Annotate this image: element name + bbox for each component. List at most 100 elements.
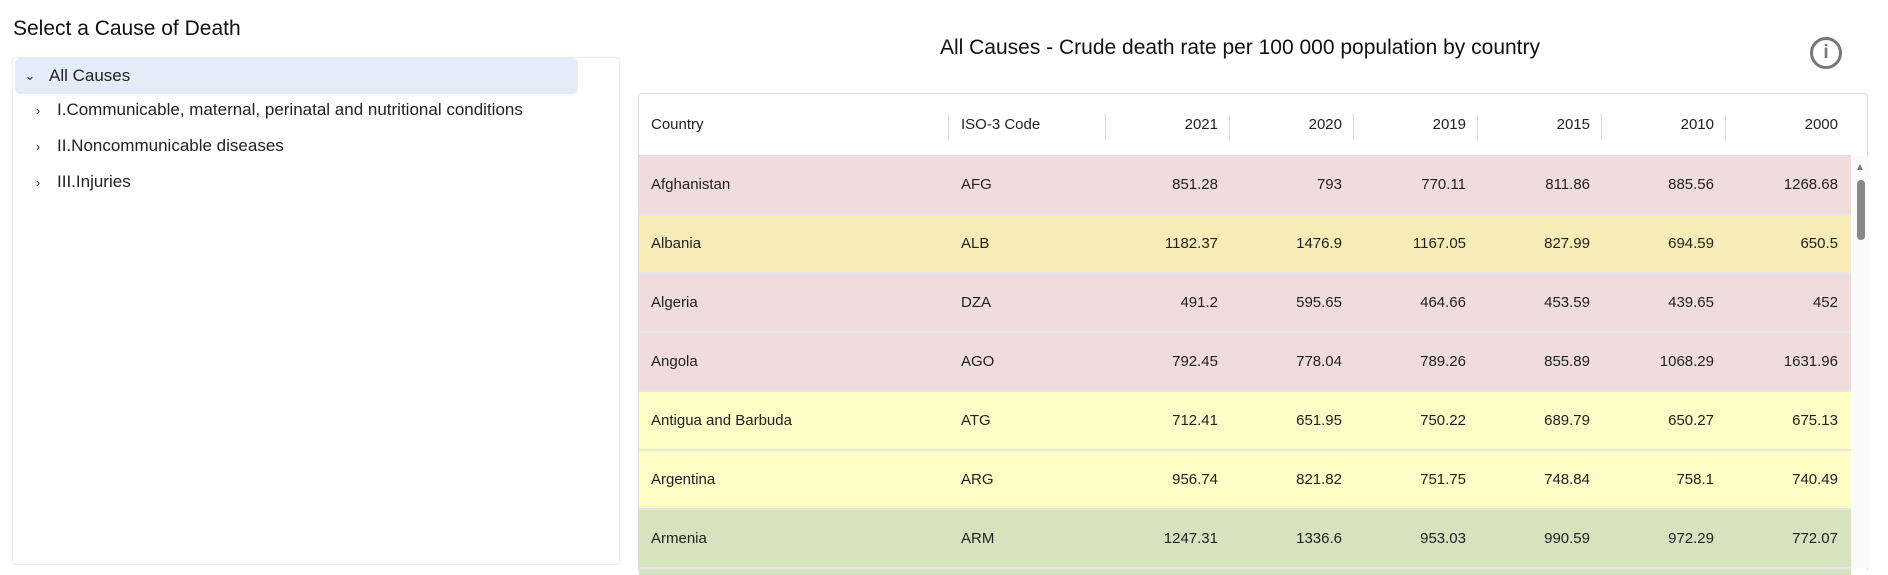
table-cell: 792.45 [1172,353,1218,370]
table-cell: ARM [961,530,995,547]
table-cell: 778.04 [1296,353,1342,370]
cause-tree: ⌄ All Causes › I.Communicable, maternal, p… [12,57,620,565]
column-header[interactable]: 2015 [1478,94,1602,155]
column-header[interactable]: 2019 [1354,94,1478,155]
table-cell: 748.84 [1544,471,1590,488]
tree-item-communicable[interactable]: › I.Communicable, maternal, perinatal and… [31,92,523,128]
table-cell: 821.82 [1296,471,1342,488]
table-cell: 650.5 [1800,235,1838,252]
table-cell: 595.65 [1296,294,1342,311]
table-cell: 956.74 [1172,471,1218,488]
table-row[interactable]: Angola AGO 792.45 778.04 789.26 855.89 1068.29… [639,333,1851,392]
table-row[interactable]: Antigua and Barbuda ATG 712.41 651.95 750.22… [639,392,1851,451]
table-cell: 491.2 [1180,294,1218,311]
table-cell: Argentina [651,471,716,488]
table-cell [1230,569,1354,575]
table-cell: 452 [1812,294,1838,311]
column-header[interactable]: 2020 [1230,94,1354,155]
table-cell: 453.59 [1544,294,1590,311]
table-body: Afghanistan AFG 851.28 793 770.11 811.86 885.5… [639,156,1851,575]
table-cell: 770.11 [1421,176,1466,193]
chevron-down-icon[interactable]: ⌄ [24,68,36,83]
table-cell: 758.1 [1676,471,1714,488]
table-cell: AGO [961,353,995,370]
table-cell: 689.79 [1544,412,1590,429]
table-cell: Armenia [651,530,707,547]
cause-selector-title: Select a Cause of Death [13,17,241,40]
table-cell [949,569,1106,575]
table-cell: 439.65 [1668,294,1714,311]
tree-item-noncommunicable[interactable]: › II.Noncommunicable diseases [31,128,284,164]
tree-item-label: II.Noncommunicable diseases [57,136,284,155]
page-title: All Causes - Crude death rate per 100 00… [939,36,1541,59]
table-cell: 1167.05 [1412,235,1466,252]
tree-item-label: III.Injuries [57,172,131,191]
table-cell: AFG [961,176,992,193]
table-cell: ATG [961,412,991,429]
table-cell: ARG [961,471,994,488]
table-cell: 789.26 [1420,353,1466,370]
tree-item-all-causes[interactable]: ⌄ All Causes [15,58,578,94]
table-cell: 811.86 [1545,176,1590,193]
table-cell [639,569,949,575]
table-cell: Afghanistan [651,176,731,193]
table-cell: 972.29 [1668,530,1714,547]
column-header[interactable]: 2000 [1804,116,1838,133]
table-cell: 464.66 [1420,294,1466,311]
table-header: Country ISO-3 Code 2021 2020 2019 2015 2010 200… [639,94,1851,156]
chevron-right-icon[interactable]: › [35,138,41,154]
column-header[interactable]: 2021 [1106,94,1230,155]
table-row[interactable]: Armenia ARM 1247.31 1336.6 953.03 990.59 972.2… [639,510,1851,569]
table-cell: 1068.29 [1659,353,1714,370]
column-header[interactable]: ISO-3 Code [949,94,1106,155]
table-cell: 1268.68 [1783,176,1838,193]
table-cell: 990.59 [1544,530,1590,547]
table-cell: 772.07 [1792,530,1838,547]
table-row[interactable]: Afghanistan AFG 851.28 793 770.11 811.86 885.5… [639,156,1851,215]
table-cell: 1476.9 [1296,235,1342,252]
table-cell: Angola [651,353,698,370]
table-cell [1354,569,1478,575]
chevron-right-icon[interactable]: › [35,102,41,118]
table-cell: 855.89 [1544,353,1590,370]
table-cell: 851.28 [1172,176,1218,193]
table-cell: 885.56 [1668,176,1714,193]
table-cell [1602,569,1726,575]
tree-item-label: All Causes [49,66,131,85]
table-cell: Antigua and Barbuda [651,412,792,429]
table-cell: 650.27 [1668,412,1714,429]
table-cell: 694.59 [1668,235,1714,252]
table-row[interactable]: Argentina ARG 956.74 821.82 751.75 748.84 758.… [639,451,1851,510]
table-row[interactable]: Albania ALB 1182.37 1476.9 1167.05 827.99 694.… [639,215,1851,274]
table-cell: 1631.96 [1783,353,1838,370]
table-cell: ALB [961,235,990,252]
table-cell: 953.03 [1420,530,1466,547]
info-circle-icon[interactable]: i [1810,37,1842,69]
scrollbar-thumb[interactable] [1857,180,1865,240]
tree-item-label: I.Communicable, maternal, perinatal and … [57,100,523,119]
table-cell: Albania [651,235,702,252]
column-header[interactable]: Country [639,94,949,155]
table-cell [1106,569,1230,575]
table-cell: 712.41 [1172,412,1218,429]
table-cell: 1247.31 [1163,530,1218,547]
table-cell: 740.49 [1792,471,1838,488]
table-cell: DZA [961,294,991,311]
table-cell: 1336.6 [1296,530,1342,547]
table-row[interactable] [639,569,1851,575]
death-rate-table: Country ISO-3 Code 2021 2020 2019 2015 2010 200… [638,93,1869,575]
table-cell [1478,569,1602,575]
tree-item-injuries[interactable]: › III.Injuries [31,164,131,200]
vertical-scrollbar[interactable]: ▲ [1853,156,1869,568]
table-cell: 750.22 [1420,412,1466,429]
table-cell: 675.13 [1792,412,1838,429]
chevron-right-icon[interactable]: › [35,174,41,190]
table-cell: Algeria [651,294,698,311]
table-cell [1726,569,1850,575]
column-header[interactable]: 2010 [1602,94,1726,155]
table-cell: 751.75 [1420,471,1466,488]
table-row[interactable]: Algeria DZA 491.2 595.65 464.66 453.59 439.65 4… [639,274,1851,333]
table-cell: 1182.37 [1164,235,1218,252]
scroll-up-arrow-icon[interactable]: ▲ [1855,162,1865,173]
table-cell: 793 [1316,176,1342,193]
